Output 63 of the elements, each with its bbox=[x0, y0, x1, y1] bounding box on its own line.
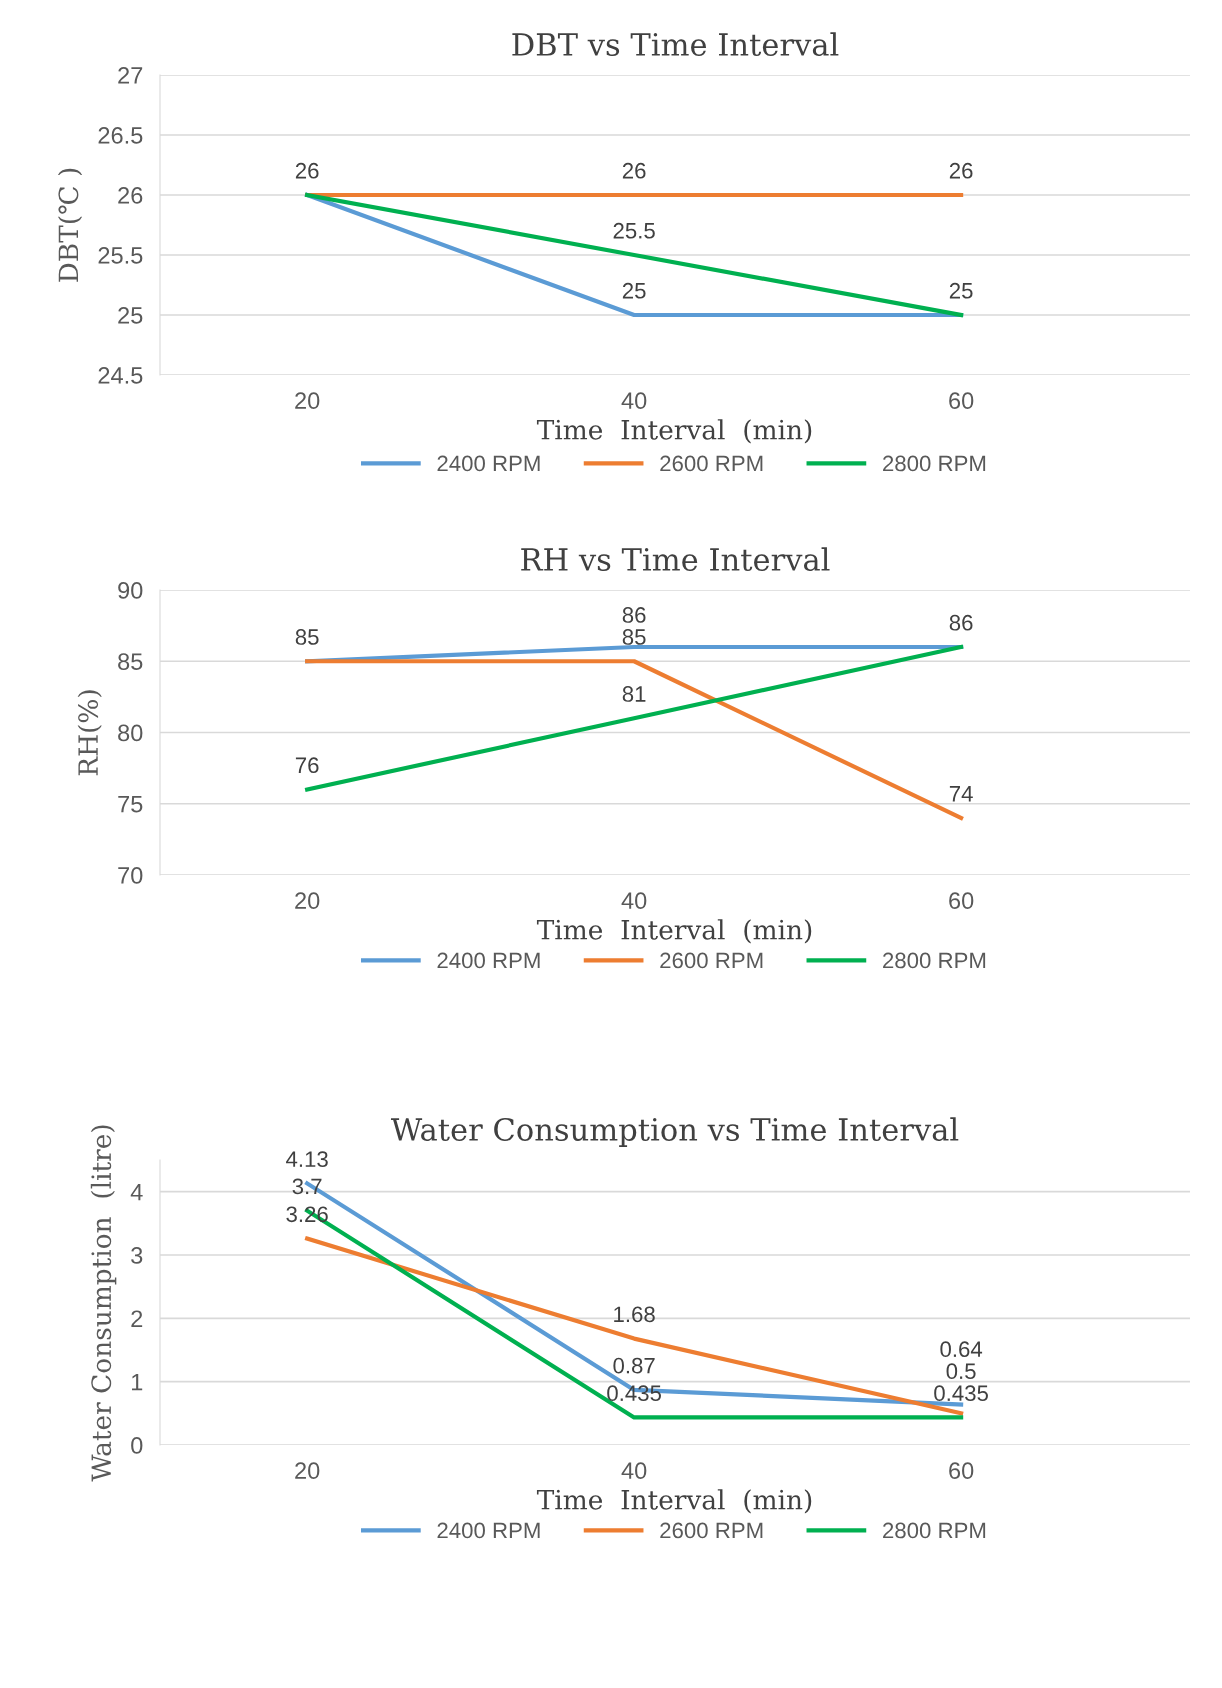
data-label: 74 bbox=[949, 786, 973, 802]
y-axis-title: Water Consumption (litre) bbox=[90, 1125, 117, 1482]
legend-label: 2600 RPM bbox=[660, 1522, 763, 1539]
y-tick-label: 26.5 bbox=[98, 127, 143, 144]
legend-label: 2800 RPM bbox=[883, 1522, 986, 1539]
data-label: 25.5 bbox=[613, 222, 655, 239]
y-tick-label: 70 bbox=[118, 867, 143, 884]
data-label: 26 bbox=[295, 162, 319, 179]
data-label: 81 bbox=[622, 686, 646, 702]
data-label: 4.13 bbox=[286, 1151, 328, 1168]
legend-label: 2400 RPM bbox=[437, 1522, 540, 1539]
data-label: 0.64 bbox=[940, 1341, 983, 1358]
data-label: 1.68 bbox=[614, 1306, 655, 1323]
legend-label: 2600 RPM bbox=[660, 952, 763, 969]
x-tick-label: 60 bbox=[949, 1462, 974, 1480]
x-axis-title: Time Interval (min) bbox=[536, 1489, 812, 1514]
y-axis-title: DBT(℃ ) bbox=[57, 168, 83, 282]
y-tick-label: 26 bbox=[118, 187, 143, 204]
x-tick-label: 40 bbox=[621, 1462, 647, 1480]
y-tick-label: 1 bbox=[132, 1373, 143, 1391]
data-label: 86 bbox=[949, 614, 973, 631]
data-label: 85 bbox=[295, 629, 319, 645]
data-label: 86 bbox=[622, 607, 646, 623]
chart-title: Water Consumption vs Time Interval bbox=[390, 1117, 959, 1147]
x-tick-label: 40 bbox=[621, 892, 647, 910]
y-tick-label: 25.5 bbox=[98, 247, 143, 264]
x-tick-label: 20 bbox=[295, 392, 320, 410]
x-axis-title: Time Interval (min) bbox=[536, 419, 812, 444]
legend-label: 2800 RPM bbox=[883, 455, 986, 472]
legend-label: 2600 RPM bbox=[660, 455, 763, 472]
x-tick-label: 20 bbox=[295, 1462, 320, 1480]
y-tick-label: 80 bbox=[118, 724, 143, 742]
data-label: 26 bbox=[949, 162, 973, 179]
y-tick-label: 75 bbox=[118, 796, 143, 813]
y-tick-label: 90 bbox=[118, 582, 143, 599]
data-label: 76 bbox=[295, 757, 319, 774]
data-label: 25 bbox=[622, 282, 646, 299]
y-tick-label: 3 bbox=[131, 1247, 143, 1264]
y-tick-label: 2 bbox=[131, 1310, 143, 1327]
data-label: 85 bbox=[622, 629, 646, 645]
x-tick-label: 20 bbox=[295, 892, 320, 910]
data-label: 0.435 bbox=[934, 1385, 988, 1402]
y-tick-label: 85 bbox=[118, 653, 143, 671]
data-label: 0.5 bbox=[946, 1363, 976, 1380]
data-label: 0.435 bbox=[607, 1385, 661, 1402]
y-tick-label: 4 bbox=[130, 1183, 143, 1201]
x-tick-label: 40 bbox=[621, 392, 647, 410]
legend-label: 2800 RPM bbox=[883, 952, 986, 969]
x-tick-label: 60 bbox=[949, 392, 974, 410]
data-label: 26 bbox=[622, 162, 646, 179]
y-tick-label: 0 bbox=[131, 1437, 143, 1454]
data-label: 0.87 bbox=[613, 1357, 655, 1374]
legend-label: 2400 RPM bbox=[437, 455, 540, 472]
y-tick-label: 25 bbox=[118, 307, 143, 324]
legend-label: 2400 RPM bbox=[437, 952, 540, 969]
chart-title: DBT vs Time Interval bbox=[512, 32, 839, 56]
x-tick-label: 60 bbox=[949, 892, 974, 910]
chart-title: RH vs Time Interval bbox=[521, 547, 830, 571]
x-axis-title: Time Interval (min) bbox=[536, 919, 812, 944]
data-label: 25 bbox=[949, 282, 973, 299]
y-tick-label: 27 bbox=[118, 67, 143, 84]
y-tick-label: 24.5 bbox=[98, 367, 143, 384]
y-axis-title: RH(%) bbox=[77, 690, 102, 776]
